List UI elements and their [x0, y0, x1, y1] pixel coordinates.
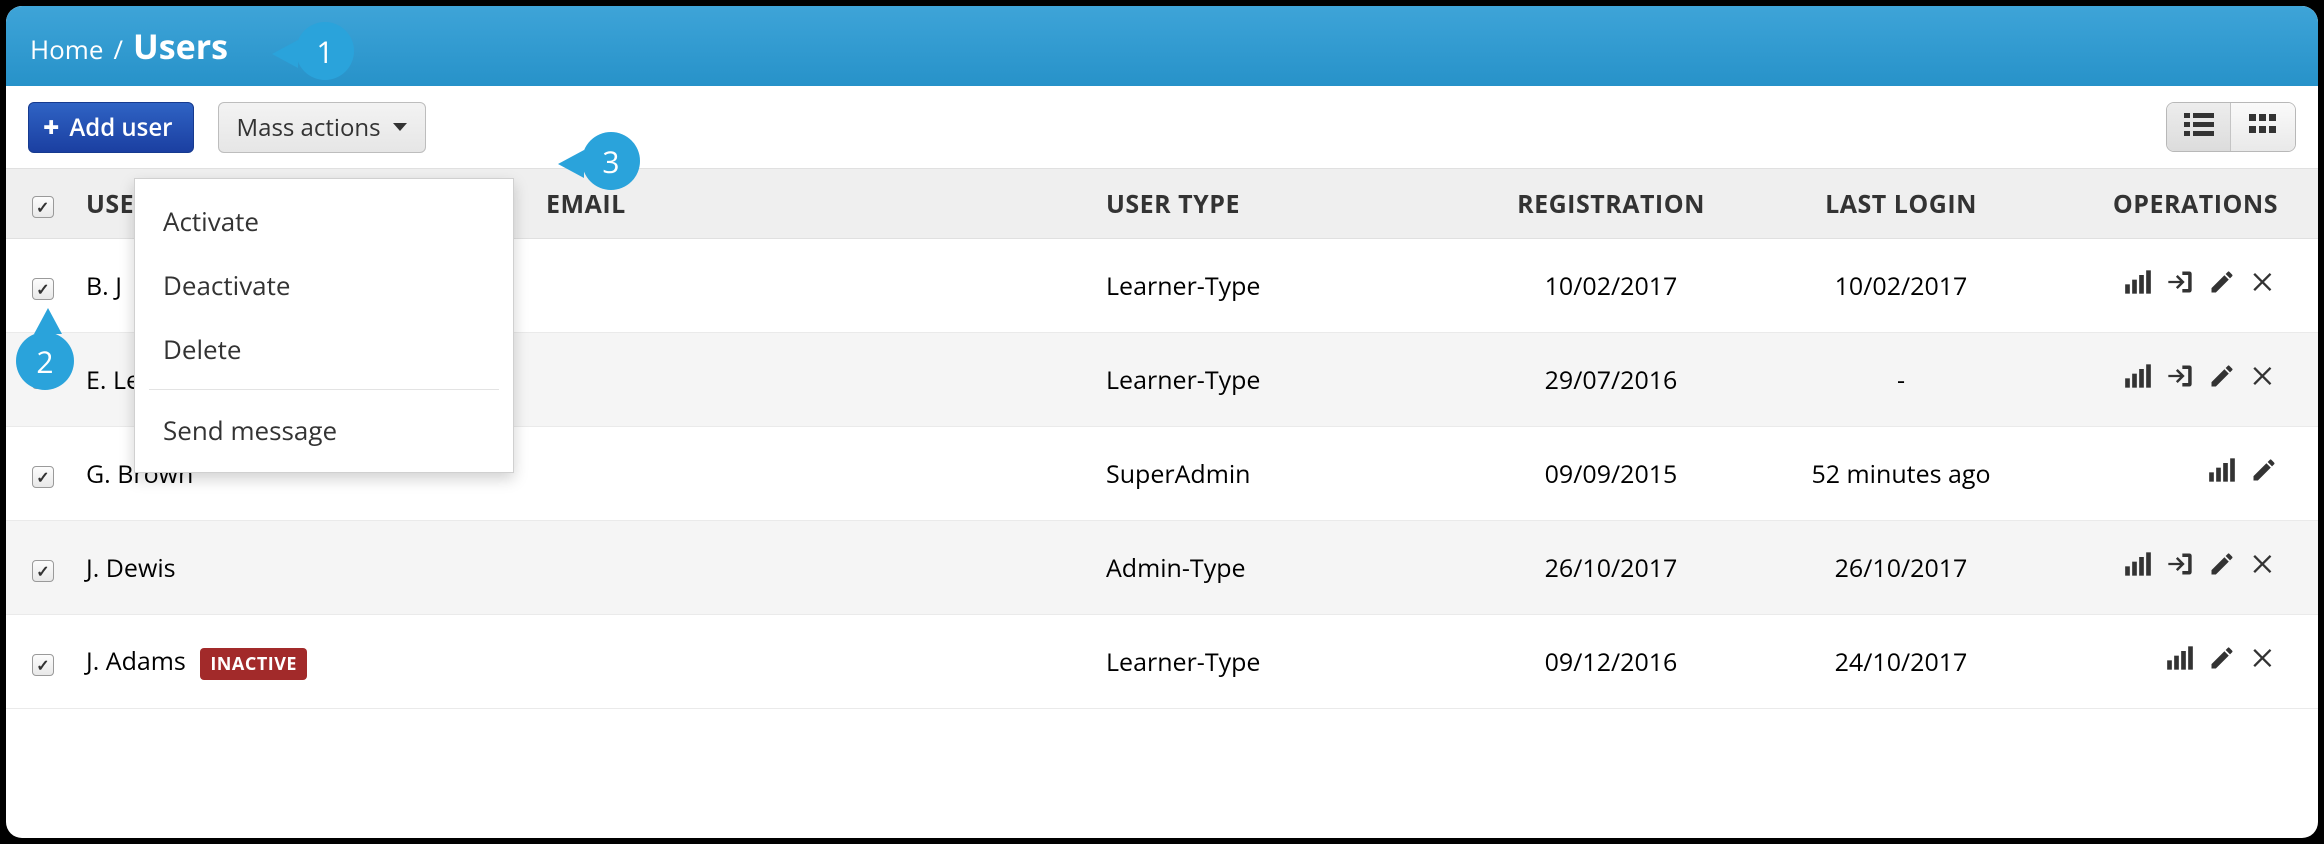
- user-registration: 10/02/2017: [1545, 269, 1678, 303]
- row-operations: [2124, 362, 2278, 398]
- grid-icon: [2249, 114, 2277, 141]
- user-last-login: 26/10/2017: [1835, 551, 1968, 585]
- list-icon: [2184, 113, 2214, 142]
- col-registration[interactable]: REGISTRATION: [1466, 169, 1756, 239]
- callout-2: 2: [16, 332, 74, 390]
- row-operations: [2208, 456, 2278, 492]
- op-edit-icon[interactable]: [2208, 268, 2236, 304]
- mass-action-deactivate[interactable]: Deactivate: [135, 253, 513, 317]
- row-checkbox[interactable]: [32, 654, 54, 676]
- col-last-login[interactable]: LAST LOGIN: [1756, 169, 2046, 239]
- table-row: J. Dewis Admin-Type 26/10/2017 26/10/2017: [6, 521, 2318, 615]
- op-delete-icon[interactable]: [2250, 644, 2278, 680]
- mass-actions-button[interactable]: Mass actions: [218, 102, 426, 153]
- user-registration: 29/07/2016: [1545, 363, 1678, 397]
- list-view-button[interactable]: [2167, 103, 2231, 151]
- mass-action-delete[interactable]: Delete: [135, 317, 513, 381]
- col-operations: OPERATIONS: [2046, 169, 2318, 239]
- grid-view-button[interactable]: [2231, 103, 2295, 151]
- op-delete-icon[interactable]: [2250, 268, 2278, 304]
- op-stats-icon[interactable]: [2208, 456, 2236, 492]
- callout-3: 3: [582, 132, 640, 190]
- row-checkbox[interactable]: [32, 466, 54, 488]
- user-type: Admin-Type: [1106, 551, 1246, 585]
- toolbar: + Add user Mass actions: [6, 86, 2318, 168]
- op-stats-icon[interactable]: [2124, 268, 2152, 304]
- user-type: SuperAdmin: [1106, 457, 1250, 491]
- op-edit-icon[interactable]: [2208, 550, 2236, 586]
- view-toggle: [2166, 102, 2296, 152]
- user-last-login: 24/10/2017: [1835, 645, 1968, 679]
- op-edit-icon[interactable]: [2208, 644, 2236, 680]
- user-last-login: 52 minutes ago: [1811, 457, 1990, 491]
- op-stats-icon[interactable]: [2124, 362, 2152, 398]
- user-name[interactable]: B. J: [86, 269, 122, 303]
- header-checkbox-cell: [6, 169, 66, 239]
- breadcrumb-sep: /: [113, 31, 123, 67]
- mass-action-activate[interactable]: Activate: [135, 189, 513, 253]
- user-name[interactable]: J. Adams: [86, 644, 186, 678]
- row-checkbox[interactable]: [32, 560, 54, 582]
- callout-1: 1: [296, 22, 354, 80]
- op-login-as-icon[interactable]: [2166, 362, 2194, 398]
- row-checkbox[interactable]: [32, 278, 54, 300]
- mass-action-send-message[interactable]: Send message: [135, 398, 513, 462]
- breadcrumb: Home / Users: [30, 23, 228, 69]
- user-type: Learner-Type: [1106, 269, 1260, 303]
- menu-divider: [149, 389, 499, 390]
- mass-actions-menu: Activate Deactivate Delete Send message: [134, 178, 514, 473]
- table-row: J. Adams INACTIVE Learner-Type 09/12/2016 2…: [6, 615, 2318, 709]
- caret-down-icon: [393, 123, 407, 131]
- op-login-as-icon[interactable]: [2166, 268, 2194, 304]
- user-last-login: 10/02/2017: [1835, 269, 1968, 303]
- op-delete-icon[interactable]: [2250, 550, 2278, 586]
- op-edit-icon[interactable]: [2250, 456, 2278, 492]
- op-login-as-icon[interactable]: [2166, 550, 2194, 586]
- op-stats-icon[interactable]: [2166, 644, 2194, 680]
- user-registration: 09/09/2015: [1545, 457, 1678, 491]
- row-operations: [2166, 644, 2278, 680]
- breadcrumb-current: Users: [133, 23, 228, 69]
- users-window: Home / Users + Add user Mass actions: [6, 6, 2318, 838]
- user-registration: 26/10/2017: [1545, 551, 1678, 585]
- select-all-checkbox[interactable]: [32, 196, 54, 218]
- breadcrumb-home[interactable]: Home: [30, 31, 103, 67]
- row-operations: [2124, 550, 2278, 586]
- user-name[interactable]: J. Dewis: [86, 551, 176, 585]
- user-last-login: -: [1897, 363, 1905, 397]
- user-type: Learner-Type: [1106, 363, 1260, 397]
- row-operations: [2124, 268, 2278, 304]
- status-badge: INACTIVE: [200, 648, 307, 680]
- op-edit-icon[interactable]: [2208, 362, 2236, 398]
- op-delete-icon[interactable]: [2250, 362, 2278, 398]
- add-user-button[interactable]: + Add user: [28, 102, 194, 153]
- user-registration: 09/12/2016: [1545, 645, 1678, 679]
- add-user-label: Add user: [69, 111, 172, 144]
- user-type: Learner-Type: [1106, 645, 1260, 679]
- plus-icon: +: [43, 113, 59, 141]
- mass-actions-label: Mass actions: [237, 111, 381, 144]
- col-user-type[interactable]: USER TYPE: [1086, 169, 1466, 239]
- op-stats-icon[interactable]: [2124, 550, 2152, 586]
